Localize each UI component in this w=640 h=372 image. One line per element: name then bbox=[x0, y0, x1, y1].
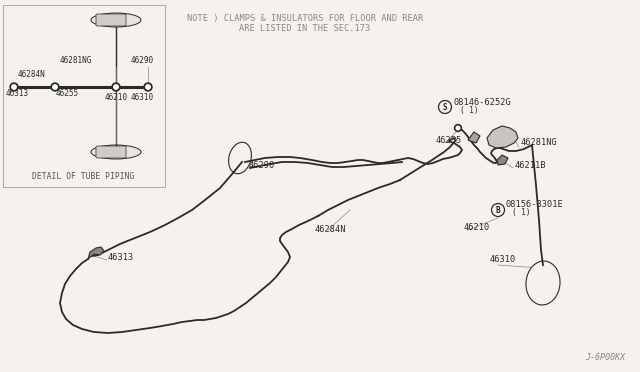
Text: 46211B: 46211B bbox=[515, 161, 547, 170]
Polygon shape bbox=[468, 132, 480, 143]
Text: S: S bbox=[443, 103, 447, 112]
Circle shape bbox=[112, 83, 120, 91]
FancyBboxPatch shape bbox=[96, 14, 126, 26]
Circle shape bbox=[146, 85, 150, 89]
Text: 46284N: 46284N bbox=[18, 70, 45, 79]
Text: 46210: 46210 bbox=[105, 93, 128, 102]
Circle shape bbox=[456, 126, 460, 130]
Ellipse shape bbox=[526, 261, 560, 305]
Polygon shape bbox=[88, 247, 104, 259]
Text: 08146-6252G: 08146-6252G bbox=[453, 98, 511, 107]
Circle shape bbox=[51, 83, 59, 91]
Text: DETAIL OF TUBE PIPING: DETAIL OF TUBE PIPING bbox=[32, 172, 134, 181]
Circle shape bbox=[10, 83, 18, 91]
Ellipse shape bbox=[91, 13, 141, 27]
Text: 46290: 46290 bbox=[249, 161, 275, 170]
Circle shape bbox=[12, 85, 16, 89]
Ellipse shape bbox=[91, 145, 141, 159]
Text: 46255: 46255 bbox=[436, 136, 462, 145]
Text: 46290: 46290 bbox=[131, 56, 154, 65]
Bar bbox=[3, 5, 165, 187]
Circle shape bbox=[144, 83, 152, 91]
Text: 46281NG: 46281NG bbox=[521, 138, 557, 147]
Text: NOTE ) CLAMPS & INSULATORS FOR FLOOR AND REAR: NOTE ) CLAMPS & INSULATORS FOR FLOOR AND… bbox=[187, 14, 423, 23]
Polygon shape bbox=[487, 126, 518, 148]
Text: 46255: 46255 bbox=[56, 89, 79, 98]
Circle shape bbox=[114, 85, 118, 89]
Ellipse shape bbox=[228, 142, 252, 174]
Text: 46310: 46310 bbox=[131, 93, 154, 102]
Text: 46313: 46313 bbox=[108, 253, 134, 262]
FancyBboxPatch shape bbox=[96, 146, 126, 158]
Text: B: B bbox=[496, 205, 500, 215]
Text: 46310: 46310 bbox=[490, 255, 516, 264]
Text: ( 1): ( 1) bbox=[512, 208, 531, 217]
Text: 08156-8301E: 08156-8301E bbox=[506, 200, 564, 209]
Text: ARE LISTED IN THE SEC.173: ARE LISTED IN THE SEC.173 bbox=[239, 24, 371, 33]
Text: 46284N: 46284N bbox=[315, 225, 346, 234]
Polygon shape bbox=[497, 155, 508, 165]
Text: 46281NG: 46281NG bbox=[60, 56, 92, 65]
Text: 46313: 46313 bbox=[6, 89, 29, 98]
Text: ( 1): ( 1) bbox=[460, 106, 479, 115]
Text: 46210: 46210 bbox=[464, 223, 490, 232]
Circle shape bbox=[454, 125, 461, 131]
Circle shape bbox=[52, 85, 57, 89]
Text: J-6P00KX: J-6P00KX bbox=[585, 353, 625, 362]
